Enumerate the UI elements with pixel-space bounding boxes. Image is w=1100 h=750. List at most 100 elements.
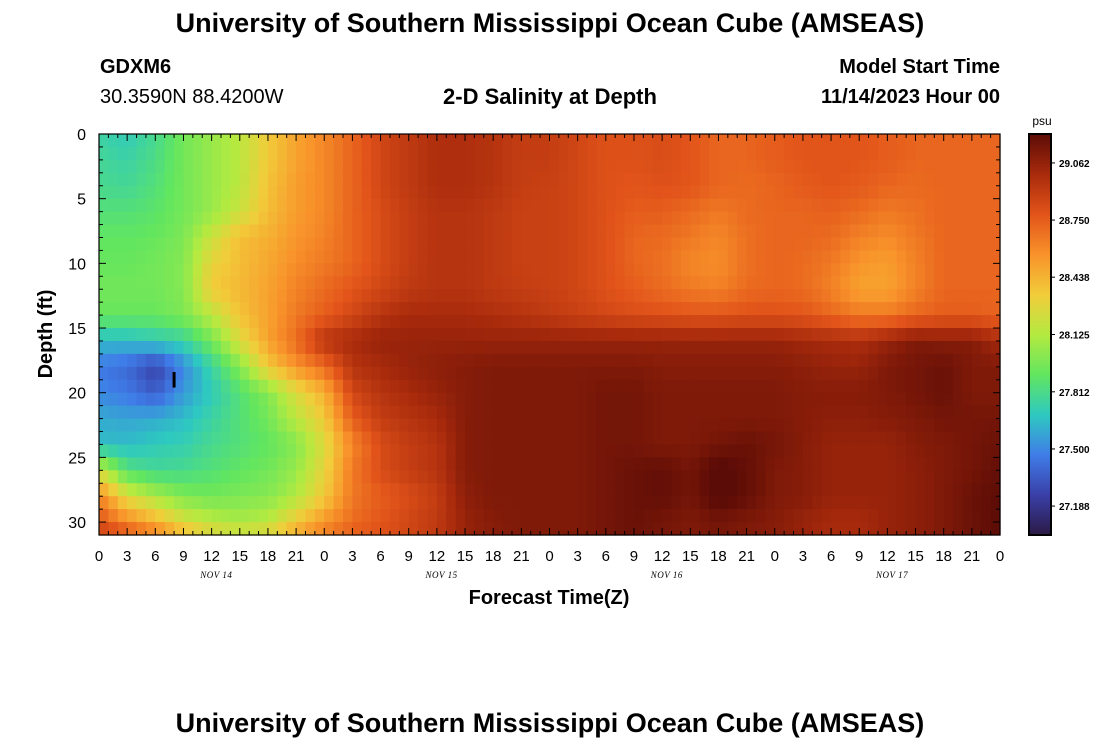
heatmap-cell: [840, 379, 851, 394]
heatmap-cell: [971, 328, 982, 342]
heatmap-cell: [831, 159, 842, 174]
heatmap-cell: [868, 250, 879, 264]
heatmap-cell: [286, 431, 297, 446]
heatmap-cell: [558, 483, 569, 497]
heatmap-cell: [896, 444, 907, 458]
heatmap-cell: [821, 276, 832, 290]
heatmap-cell: [859, 302, 870, 316]
heatmap-cell: [511, 328, 522, 342]
heatmap-cell: [511, 470, 522, 484]
heatmap-cell: [821, 353, 832, 368]
heatmap-cell: [108, 522, 119, 536]
heatmap-cell: [962, 224, 973, 239]
heatmap-cell: [183, 353, 194, 368]
heatmap-cell: [680, 302, 691, 316]
heatmap-cell: [296, 392, 307, 407]
heatmap-cell: [483, 340, 494, 355]
heatmap-cell: [380, 237, 391, 252]
heatmap-cell: [249, 289, 260, 303]
heatmap-cell: [530, 431, 541, 446]
heatmap-cell: [202, 237, 213, 252]
heatmap-cell: [343, 405, 354, 420]
heatmap-cell: [277, 237, 288, 252]
heatmap-cell: [296, 496, 307, 510]
heatmap-cell: [521, 134, 532, 148]
heatmap-cell: [502, 134, 513, 148]
heatmap-cell: [183, 522, 194, 536]
heatmap-cell: [709, 211, 720, 226]
heatmap-cell: [427, 496, 438, 510]
heatmap-cell: [558, 457, 569, 471]
heatmap-cell: [784, 431, 795, 446]
heatmap-cell: [502, 405, 513, 420]
heatmap-cell: [427, 302, 438, 316]
heatmap-cell: [802, 302, 813, 316]
heatmap-cell: [605, 444, 616, 458]
heatmap-cell: [511, 405, 522, 420]
heatmap-cell: [333, 250, 344, 264]
heatmap-cell: [746, 185, 757, 200]
heatmap-cell: [831, 431, 842, 446]
heatmap-cell: [324, 289, 335, 303]
heatmap-cell: [352, 289, 363, 303]
heatmap-cell: [746, 211, 757, 226]
heatmap-cell: [558, 405, 569, 420]
heatmap-cell: [427, 250, 438, 264]
heatmap-cell: [155, 328, 166, 342]
heatmap-cell: [699, 224, 710, 239]
heatmap-cell: [924, 289, 935, 303]
heatmap-cell: [784, 379, 795, 394]
heatmap-cell: [324, 237, 335, 252]
heatmap-cell: [793, 379, 804, 394]
heatmap-cell: [305, 198, 316, 213]
heatmap-cell: [953, 470, 964, 484]
heatmap-cell: [746, 172, 757, 187]
heatmap-cell: [887, 211, 898, 226]
heatmap-cell: [906, 211, 917, 226]
heatmap-cell: [305, 418, 316, 433]
heatmap-cell: [615, 263, 626, 277]
heatmap-cell: [793, 328, 804, 342]
heatmap-cell: [164, 172, 175, 187]
heatmap-cell: [906, 315, 917, 329]
heatmap-cell: [812, 392, 823, 407]
heatmap-cell: [465, 146, 476, 161]
heatmap-cell: [755, 159, 766, 174]
heatmap-cell: [549, 405, 560, 420]
heatmap-cell: [221, 211, 231, 226]
heatmap-cell: [718, 250, 729, 264]
heatmap-cell: [483, 172, 494, 187]
heatmap-cell: [896, 431, 907, 446]
heatmap-cell: [680, 198, 691, 213]
heatmap-cell: [755, 431, 766, 446]
heatmap-cell: [605, 418, 616, 433]
heatmap-cell: [258, 302, 269, 316]
heatmap-cell: [784, 418, 795, 433]
heatmap-cell: [502, 328, 513, 342]
heatmap-cell: [99, 366, 109, 381]
heatmap-cell: [690, 276, 701, 290]
heatmap-cell: [802, 315, 813, 329]
heatmap-cell: [258, 353, 269, 368]
heatmap-cell: [380, 444, 391, 458]
heatmap-cell: [183, 470, 194, 484]
heatmap-cell: [671, 172, 682, 187]
heatmap-cell: [436, 431, 447, 446]
heatmap-cell: [943, 198, 954, 213]
heatmap-cell: [502, 470, 513, 484]
heatmap-cell: [831, 302, 842, 316]
heatmap-cell: [427, 392, 438, 407]
heatmap-cell: [765, 328, 776, 342]
heatmap-cell: [99, 250, 109, 264]
heatmap-cell: [455, 457, 466, 471]
heatmap-cell: [690, 379, 701, 394]
heatmap-cell: [971, 470, 982, 484]
heatmap-cell: [211, 315, 222, 329]
heatmap-cell: [267, 146, 278, 161]
heatmap-cell: [239, 496, 250, 510]
heatmap-cell: [174, 289, 185, 303]
heatmap-cell: [418, 224, 429, 239]
heatmap-cell: [117, 379, 128, 394]
heatmap-cell: [971, 353, 982, 368]
heatmap-cell: [324, 185, 335, 200]
